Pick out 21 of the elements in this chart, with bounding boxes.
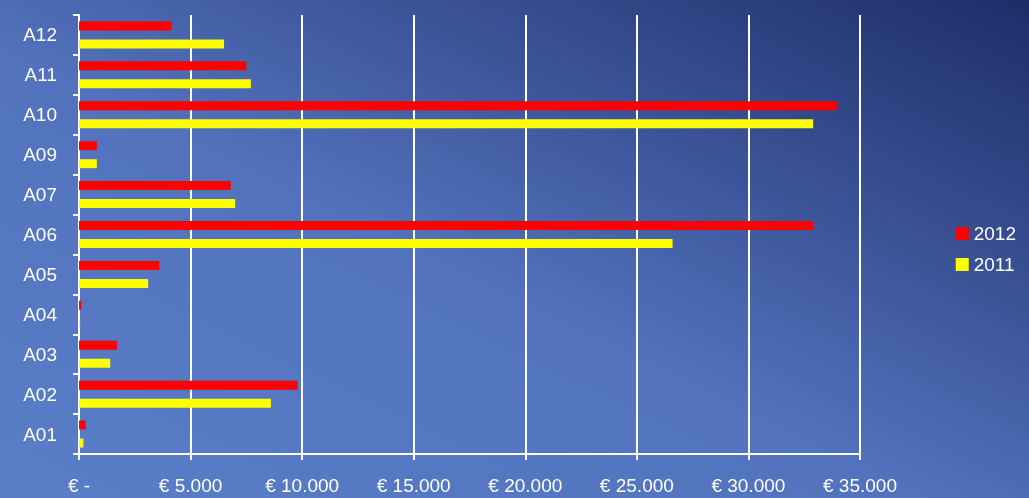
y-tick-label: A10 <box>23 104 57 126</box>
x-tick-label: € 25.000 <box>599 475 674 496</box>
x-tick-label: € 10.000 <box>265 475 340 496</box>
y-tick-label: A11 <box>24 64 57 86</box>
y-tick-label: A07 <box>23 184 57 206</box>
y-tick-label: A02 <box>23 383 57 405</box>
x-tick-label: € 30.000 <box>711 475 786 496</box>
x-tick-label: € 5.000 <box>158 475 223 496</box>
legend-label: 2011 <box>973 254 1015 275</box>
y-tick-label: A04 <box>23 303 58 325</box>
y-tick-label: A01 <box>23 423 57 445</box>
x-tick-label: € - <box>67 475 91 496</box>
x-tick-label: € 20.000 <box>488 475 563 496</box>
y-tick-label: A05 <box>23 263 57 285</box>
legend-label: 2012 <box>973 223 1017 244</box>
x-tick-label: € 35.000 <box>823 475 897 496</box>
y-tick-label: A06 <box>23 224 57 245</box>
y-tick-label: A09 <box>23 144 57 166</box>
x-tick-label: € 15.000 <box>376 475 451 496</box>
y-tick-label: A03 <box>23 343 57 365</box>
y-tick-label: A12 <box>23 24 57 46</box>
